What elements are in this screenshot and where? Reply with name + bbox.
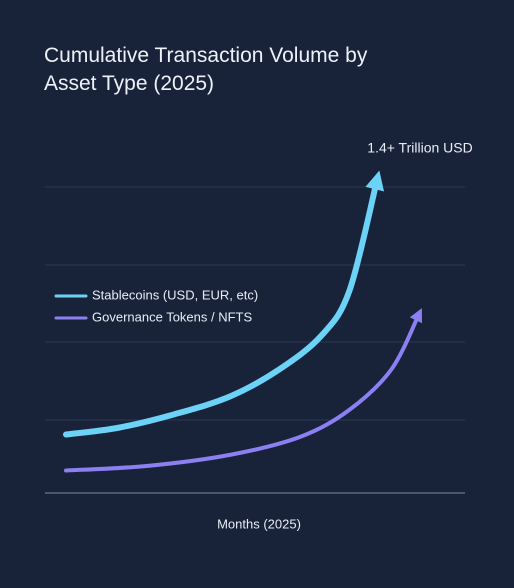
legend-label: Stablecoins (USD, EUR, etc) [92, 287, 258, 302]
annotation: 1.4+ Trillion USD [367, 140, 472, 156]
series-line [64, 308, 422, 473]
chart-title: Cumulative Transaction Volume by Asset T… [44, 44, 368, 95]
grid [45, 186, 465, 421]
legend-label: Governance Tokens / NFTS [92, 309, 252, 324]
series-line [63, 170, 385, 438]
x-axis-label: Months (2025) [217, 516, 301, 531]
